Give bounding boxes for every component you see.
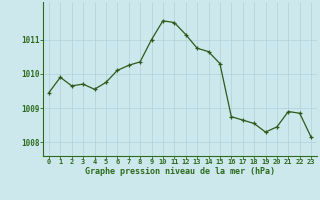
X-axis label: Graphe pression niveau de la mer (hPa): Graphe pression niveau de la mer (hPa) xyxy=(85,167,275,176)
